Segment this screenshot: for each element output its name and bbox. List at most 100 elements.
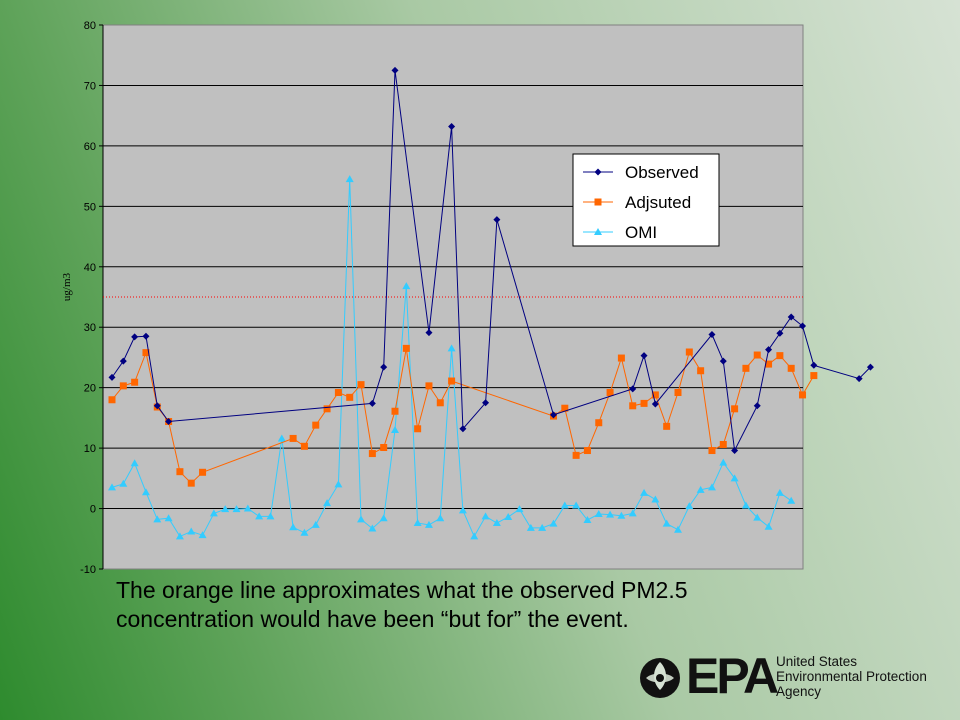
caption-line-2: concentration would have been “but for” …	[116, 606, 629, 632]
data-point-omi	[617, 511, 626, 519]
agency-line-2: Environmental Protection	[776, 669, 927, 684]
data-point-observed	[753, 402, 761, 410]
data-point-omi	[470, 532, 479, 540]
data-point-omi	[764, 522, 773, 530]
data-point-observed	[108, 373, 116, 381]
y-tick-label: 80	[84, 20, 96, 32]
data-point-omi	[311, 520, 320, 528]
data-point-adjsuted	[289, 434, 297, 442]
data-point-omi	[357, 515, 366, 523]
data-point-adjsuted	[776, 352, 784, 360]
data-point-adjsuted	[583, 447, 591, 455]
data-point-adjsuted	[368, 450, 376, 458]
data-point-omi	[628, 509, 637, 517]
data-point-adjsuted	[663, 422, 671, 430]
y-tick-label: 70	[84, 80, 96, 92]
data-point-omi	[413, 519, 422, 527]
data-point-omi	[685, 502, 694, 510]
legend-marker-adjsuted	[594, 198, 602, 206]
y-tick-label: 10	[84, 443, 96, 455]
epa-wordmark: EPA	[686, 648, 779, 704]
data-point-observed	[482, 399, 490, 407]
data-point-adjsuted	[799, 391, 807, 399]
data-point-adjsuted	[119, 382, 127, 390]
data-point-omi	[696, 485, 705, 493]
data-point-observed	[119, 357, 127, 365]
data-point-omi	[436, 514, 445, 522]
data-point-observed	[776, 329, 784, 337]
data-point-adjsuted	[414, 425, 422, 433]
data-point-adjsuted	[629, 402, 637, 410]
data-point-omi	[787, 496, 796, 504]
data-point-omi	[775, 488, 784, 496]
data-point-omi	[447, 344, 456, 352]
data-point-adjsuted	[606, 389, 614, 397]
data-point-omi	[753, 513, 762, 521]
y-tick-label: -10	[80, 564, 96, 576]
data-point-adjsuted	[380, 444, 388, 452]
data-point-observed	[165, 418, 173, 426]
data-point-omi	[560, 501, 569, 509]
data-point-omi	[221, 505, 230, 513]
data-point-omi	[334, 480, 343, 488]
data-point-adjsuted	[731, 405, 739, 413]
data-point-omi	[549, 519, 558, 527]
data-point-adjsuted	[742, 364, 750, 372]
legend-marker-omi	[594, 228, 602, 235]
data-point-omi	[379, 514, 388, 522]
agency-line-3: Agency	[776, 684, 822, 699]
data-point-adjsuted	[187, 479, 195, 487]
data-point-observed	[787, 313, 795, 321]
data-point-adjsuted	[142, 349, 150, 357]
data-point-adjsuted	[810, 372, 818, 380]
agency-line-1: United States	[776, 654, 858, 669]
data-point-adjsuted	[402, 344, 410, 352]
data-point-omi	[515, 505, 524, 513]
y-axis-label: ug/m3	[61, 272, 73, 301]
chart-caption: The orange line approximates what the ob…	[116, 576, 816, 634]
epa-agency-name: United States Environmental Protection A…	[776, 654, 927, 699]
data-point-observed	[719, 357, 727, 365]
data-point-observed	[799, 322, 807, 330]
plot-area	[102, 24, 804, 570]
data-point-observed	[708, 330, 716, 338]
data-point-observed	[549, 411, 557, 419]
data-point-observed	[855, 375, 863, 383]
data-point-omi	[187, 527, 196, 535]
legend-marker-observed	[594, 168, 602, 176]
data-point-observed	[448, 123, 456, 131]
data-point-omi	[141, 488, 150, 496]
data-point-omi	[458, 506, 467, 514]
data-point-omi	[255, 512, 264, 520]
data-point-adjsuted	[617, 354, 625, 362]
data-point-omi	[323, 499, 332, 507]
data-point-adjsuted	[357, 381, 365, 389]
data-point-omi	[651, 495, 660, 503]
y-tick-label: 30	[84, 322, 96, 334]
data-point-omi	[594, 509, 603, 517]
data-point-omi	[707, 483, 716, 491]
data-point-adjsuted	[300, 442, 308, 450]
data-point-omi	[232, 505, 241, 513]
data-point-observed	[731, 447, 739, 455]
data-point-observed	[391, 66, 399, 74]
data-point-observed	[810, 361, 818, 369]
data-point-omi	[345, 175, 354, 183]
data-point-observed	[380, 363, 388, 371]
data-point-adjsuted	[561, 404, 569, 412]
data-point-observed	[142, 332, 150, 340]
data-point-omi	[526, 523, 535, 531]
data-point-omi	[300, 528, 309, 536]
data-point-omi	[368, 524, 377, 532]
data-point-observed	[651, 400, 659, 408]
data-point-adjsuted	[425, 382, 433, 390]
data-point-omi	[164, 514, 173, 522]
data-point-omi	[277, 434, 286, 442]
data-point-observed	[629, 385, 637, 393]
data-point-omi	[606, 510, 615, 518]
data-point-omi	[402, 282, 411, 290]
data-point-omi	[583, 516, 592, 524]
data-point-adjsuted	[323, 405, 331, 413]
data-point-observed	[153, 402, 161, 410]
data-point-adjsuted	[176, 468, 184, 476]
